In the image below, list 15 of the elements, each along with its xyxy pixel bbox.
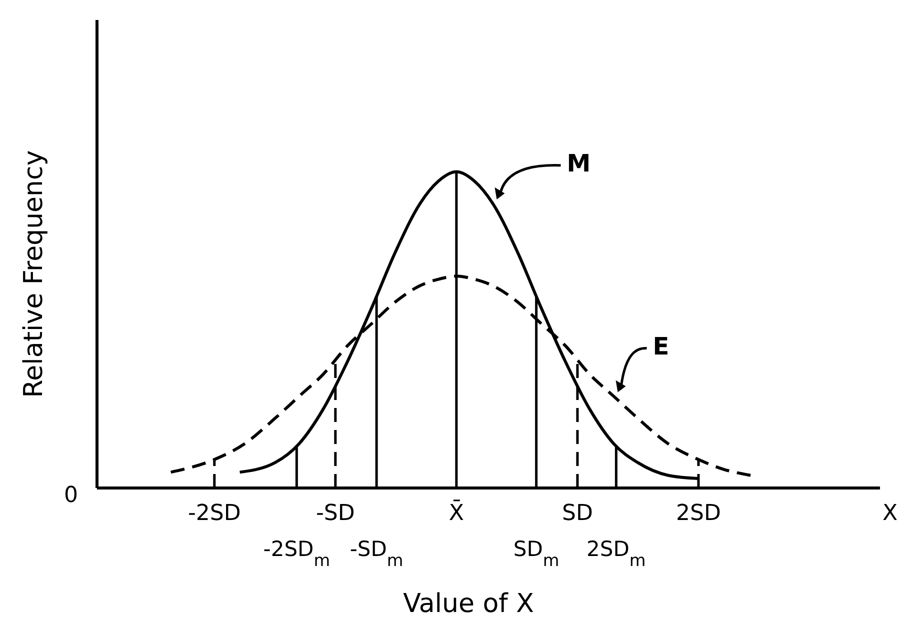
text: E xyxy=(652,332,670,360)
text: 0 xyxy=(64,483,78,508)
text: X xyxy=(882,501,898,526)
text: M xyxy=(566,149,591,178)
y-axis-title: Relative Frequency xyxy=(19,150,49,398)
ref-line-label: SD$_{m}$ xyxy=(513,537,560,570)
x-tick-label: 2SD xyxy=(676,501,721,526)
x-tick-label: X̄ xyxy=(448,498,464,526)
x-axis-title: Value of X xyxy=(403,589,534,619)
x-tick-label: -SD xyxy=(316,501,355,526)
ref-line-label: -2SD$_{m}$ xyxy=(263,537,330,570)
ref-line-label: -SD$_{m}$ xyxy=(350,537,404,570)
ref-line-label: 2SD$_{m}$ xyxy=(586,537,646,570)
x-tick-label: -2SD xyxy=(188,501,241,526)
x-tick-label: SD xyxy=(562,501,593,526)
